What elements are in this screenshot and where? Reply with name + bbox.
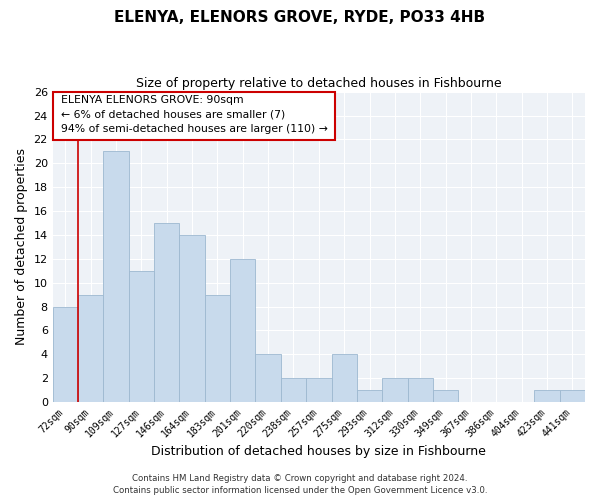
- Bar: [53, 306, 78, 402]
- Bar: [357, 390, 382, 402]
- Bar: [535, 390, 560, 402]
- Bar: [433, 390, 458, 402]
- Text: ELENYA, ELENORS GROVE, RYDE, PO33 4HB: ELENYA, ELENORS GROVE, RYDE, PO33 4HB: [115, 10, 485, 25]
- Bar: [154, 223, 179, 402]
- Y-axis label: Number of detached properties: Number of detached properties: [15, 148, 28, 346]
- Text: Contains HM Land Registry data © Crown copyright and database right 2024.
Contai: Contains HM Land Registry data © Crown c…: [113, 474, 487, 495]
- Bar: [78, 294, 103, 402]
- Bar: [560, 390, 585, 402]
- Bar: [281, 378, 306, 402]
- X-axis label: Distribution of detached houses by size in Fishbourne: Distribution of detached houses by size …: [151, 444, 486, 458]
- Bar: [332, 354, 357, 402]
- Bar: [103, 152, 129, 402]
- Title: Size of property relative to detached houses in Fishbourne: Size of property relative to detached ho…: [136, 78, 502, 90]
- Bar: [205, 294, 230, 402]
- Bar: [407, 378, 433, 402]
- Bar: [306, 378, 332, 402]
- Bar: [230, 259, 256, 402]
- Bar: [256, 354, 281, 402]
- Bar: [179, 235, 205, 402]
- Bar: [382, 378, 407, 402]
- Bar: [129, 271, 154, 402]
- Text: ELENYA ELENORS GROVE: 90sqm
← 6% of detached houses are smaller (7)
94% of semi-: ELENYA ELENORS GROVE: 90sqm ← 6% of deta…: [61, 95, 328, 134]
- FancyBboxPatch shape: [53, 92, 335, 140]
